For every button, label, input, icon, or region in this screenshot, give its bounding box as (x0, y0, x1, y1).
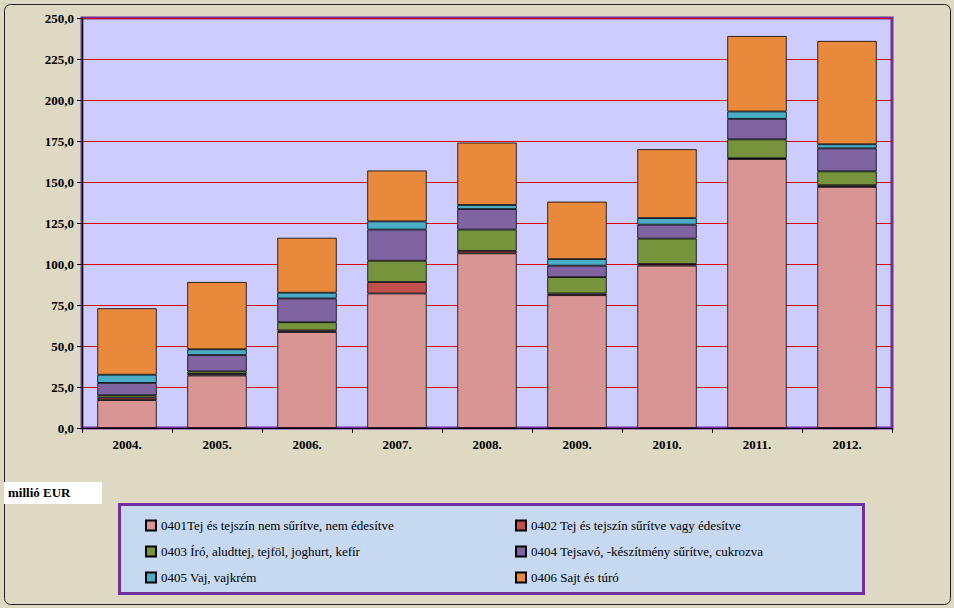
svg-text:250,0: 250,0 (45, 11, 74, 26)
svg-text:225,0: 225,0 (45, 52, 74, 67)
svg-text:50,0: 50,0 (51, 339, 74, 354)
svg-text:2005.: 2005. (202, 437, 231, 452)
svg-text:0403 Író, aludttej, tejföl, jo: 0403 Író, aludttej, tejföl, joghurt, kef… (161, 544, 361, 559)
svg-text:2004.: 2004. (112, 437, 141, 452)
svg-text:25,0: 25,0 (51, 380, 74, 395)
svg-text:2009.: 2009. (562, 437, 591, 452)
svg-text:0405 Vaj, vajkrém: 0405 Vaj, vajkrém (161, 570, 256, 585)
svg-text:0,0: 0,0 (58, 421, 74, 436)
svg-text:millió EUR: millió EUR (8, 485, 71, 500)
svg-text:2010.: 2010. (652, 437, 681, 452)
svg-text:0404 Tejsavó, -készítmény sűrí: 0404 Tejsavó, -készítmény sűrítve, cukro… (531, 544, 763, 559)
svg-text:175,0: 175,0 (45, 134, 74, 149)
svg-text:0406 Sajt és túró: 0406 Sajt és túró (531, 570, 619, 585)
svg-text:2006.: 2006. (292, 437, 321, 452)
svg-text:2007.: 2007. (382, 437, 411, 452)
svg-text:200,0: 200,0 (45, 93, 74, 108)
svg-text:2008.: 2008. (472, 437, 501, 452)
svg-text:2012.: 2012. (832, 437, 861, 452)
svg-text:2011.: 2011. (743, 437, 772, 452)
svg-text:0401Tej és tejszín nem sűrítve: 0401Tej és tejszín nem sűrítve, nem édes… (161, 518, 394, 533)
svg-text:75,0: 75,0 (51, 298, 74, 313)
svg-text:125,0: 125,0 (45, 216, 74, 231)
svg-text:150,0: 150,0 (45, 175, 74, 190)
svg-text:100,0: 100,0 (45, 257, 74, 272)
svg-text:0402 Tej és tejszín sűrítve va: 0402 Tej és tejszín sűrítve vagy édesítv… (531, 518, 741, 533)
